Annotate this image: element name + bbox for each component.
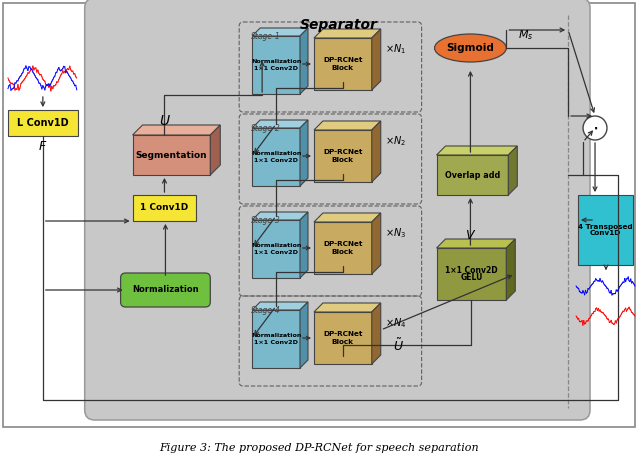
- Polygon shape: [132, 125, 220, 135]
- Text: Stage-4: Stage-4: [251, 306, 281, 315]
- Text: Stage-2: Stage-2: [251, 124, 281, 133]
- Text: DP-RCNet: DP-RCNet: [323, 58, 362, 64]
- Polygon shape: [314, 222, 372, 274]
- Polygon shape: [372, 213, 381, 274]
- FancyBboxPatch shape: [84, 0, 590, 420]
- Text: $\times N_2$: $\times N_2$: [385, 134, 406, 148]
- Text: 1×1 Conv2D: 1×1 Conv2D: [445, 266, 498, 275]
- Polygon shape: [211, 125, 220, 175]
- Polygon shape: [436, 239, 515, 248]
- Polygon shape: [314, 29, 381, 38]
- Polygon shape: [314, 303, 381, 312]
- Polygon shape: [252, 36, 300, 94]
- Polygon shape: [252, 28, 308, 36]
- Text: Conv1D: Conv1D: [590, 230, 621, 236]
- Text: Normalization: Normalization: [251, 243, 301, 248]
- Text: DP-RCNet: DP-RCNet: [323, 241, 362, 247]
- Polygon shape: [314, 38, 372, 90]
- Polygon shape: [300, 212, 308, 278]
- Text: 1×1 Conv2D: 1×1 Conv2D: [254, 158, 298, 163]
- Text: $U$: $U$: [159, 114, 170, 128]
- Text: Block: Block: [332, 338, 354, 344]
- Text: $F$: $F$: [38, 140, 47, 153]
- FancyBboxPatch shape: [3, 3, 635, 427]
- Polygon shape: [314, 121, 381, 130]
- Text: $\tilde{U}$: $\tilde{U}$: [393, 338, 404, 354]
- Text: 1×1 Conv2D: 1×1 Conv2D: [254, 340, 298, 345]
- Polygon shape: [372, 303, 381, 364]
- Text: Normalization: Normalization: [251, 59, 301, 64]
- FancyBboxPatch shape: [8, 110, 77, 136]
- Text: $\times N_3$: $\times N_3$: [385, 226, 406, 240]
- Text: $\times N_1$: $\times N_1$: [385, 42, 406, 56]
- Polygon shape: [436, 248, 506, 300]
- Polygon shape: [372, 29, 381, 90]
- Polygon shape: [436, 155, 508, 195]
- FancyBboxPatch shape: [578, 195, 633, 265]
- Text: Normalization: Normalization: [251, 151, 301, 156]
- Text: 1 Conv1D: 1 Conv1D: [140, 203, 189, 213]
- Text: Stage-1: Stage-1: [251, 32, 281, 41]
- Text: GELU: GELU: [460, 273, 483, 282]
- Polygon shape: [314, 130, 372, 182]
- Polygon shape: [132, 135, 211, 175]
- Text: Block: Block: [332, 65, 354, 71]
- Polygon shape: [436, 146, 517, 155]
- Polygon shape: [314, 213, 381, 222]
- Text: Stage-3: Stage-3: [251, 216, 281, 225]
- Text: 1×1 Conv2D: 1×1 Conv2D: [254, 65, 298, 71]
- Polygon shape: [300, 302, 308, 368]
- Text: $\times N_4$: $\times N_4$: [385, 316, 406, 330]
- Text: $\cdot$: $\cdot$: [592, 119, 598, 137]
- Polygon shape: [252, 302, 308, 310]
- Polygon shape: [300, 28, 308, 94]
- Text: DP-RCNet: DP-RCNet: [323, 149, 362, 156]
- Text: Normalization: Normalization: [132, 285, 199, 294]
- FancyBboxPatch shape: [132, 195, 196, 221]
- Polygon shape: [252, 220, 300, 278]
- Text: Separator: Separator: [300, 18, 378, 32]
- Text: Figure 3: The proposed DP-RCNet for speech separation: Figure 3: The proposed DP-RCNet for spee…: [159, 443, 479, 453]
- Text: $V$: $V$: [465, 229, 476, 242]
- Text: 4 Transposed: 4 Transposed: [578, 224, 633, 229]
- Polygon shape: [300, 120, 308, 186]
- Polygon shape: [252, 128, 300, 186]
- Polygon shape: [252, 212, 308, 220]
- Text: Segmentation: Segmentation: [136, 151, 207, 159]
- FancyBboxPatch shape: [120, 273, 211, 307]
- Polygon shape: [252, 310, 300, 368]
- Polygon shape: [252, 120, 308, 128]
- Text: Normalization: Normalization: [251, 333, 301, 338]
- Ellipse shape: [435, 34, 506, 62]
- Polygon shape: [372, 121, 381, 182]
- Text: Overlap add: Overlap add: [445, 170, 500, 180]
- Text: Block: Block: [332, 249, 354, 255]
- Polygon shape: [314, 312, 372, 364]
- Polygon shape: [508, 146, 517, 195]
- Text: Block: Block: [332, 157, 354, 163]
- Text: $M_s$: $M_s$: [518, 28, 534, 42]
- Text: L Conv1D: L Conv1D: [17, 118, 68, 128]
- Text: Sigmoid: Sigmoid: [447, 43, 494, 53]
- Text: 1×1 Conv2D: 1×1 Conv2D: [254, 250, 298, 255]
- Polygon shape: [506, 239, 515, 300]
- Text: DP-RCNet: DP-RCNet: [323, 332, 362, 338]
- Circle shape: [583, 116, 607, 140]
